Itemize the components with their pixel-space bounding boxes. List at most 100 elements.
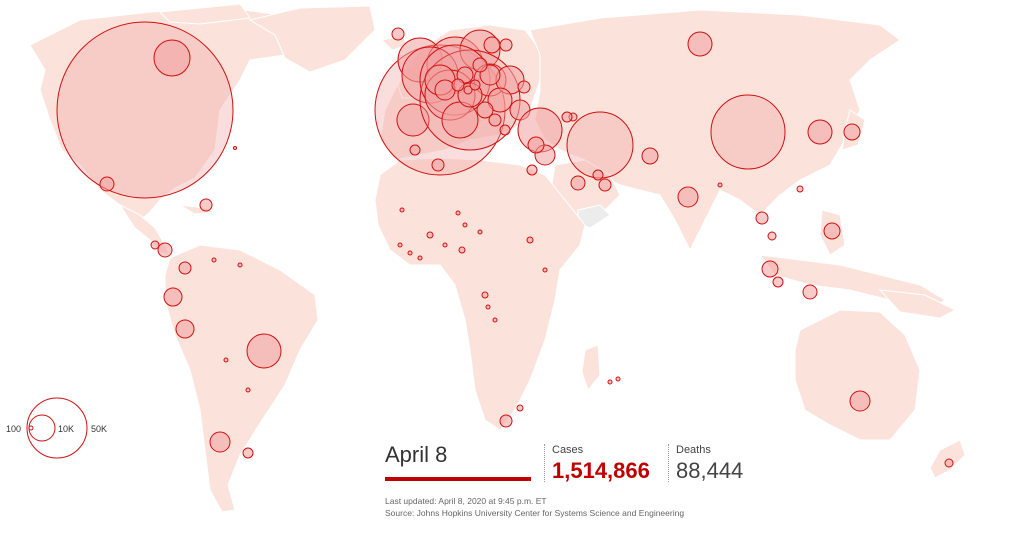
deaths-value: 88,444 — [676, 458, 744, 483]
case-bubble — [175, 319, 195, 339]
case-bubble — [463, 85, 473, 95]
case-bubble — [499, 38, 513, 52]
case-bubble — [526, 236, 534, 244]
stats-divider — [668, 444, 669, 482]
legend-label-10k: 10K — [58, 424, 75, 434]
case-bubble — [407, 250, 413, 256]
case-bubble — [178, 261, 192, 275]
case-bubble — [687, 31, 713, 57]
greenland — [248, 5, 376, 73]
date-underline — [385, 477, 531, 481]
new-guinea — [878, 289, 957, 319]
deaths-label: Deaths — [676, 444, 711, 456]
case-bubbles — [56, 21, 954, 468]
case-bubble — [163, 287, 183, 307]
case-bubble — [391, 27, 405, 41]
source-note: Source: Johns Hopkins University Center … — [385, 508, 685, 518]
case-bubble — [592, 169, 604, 181]
case-bubble — [455, 210, 461, 216]
stats-panel: April 8 Cases 1,514,866 Deaths 88,444 — [385, 440, 785, 490]
case-bubble — [710, 94, 786, 170]
cases-label: Cases — [552, 444, 584, 456]
legend-circle-50k — [26, 397, 88, 459]
case-bubble — [157, 242, 173, 258]
case-bubble — [485, 304, 491, 310]
case-bubble — [499, 124, 511, 136]
case-bubble — [223, 357, 229, 363]
case-bubble — [526, 164, 538, 176]
case-bubble — [426, 231, 434, 239]
case-bubble — [807, 119, 833, 145]
madagascar — [581, 344, 601, 392]
legend-label-100: 100 — [6, 424, 22, 434]
case-bubble — [153, 39, 191, 77]
case-bubble — [458, 246, 466, 254]
case-bubble — [823, 222, 841, 240]
case-bubble — [849, 390, 871, 412]
stats-divider — [544, 444, 545, 482]
case-bubble — [542, 267, 548, 273]
case-bubble — [462, 222, 468, 228]
case-bubble — [99, 176, 115, 192]
case-bubble — [761, 260, 779, 278]
case-bubble — [944, 458, 954, 468]
case-bubble — [150, 240, 160, 250]
case-bubble — [796, 185, 804, 193]
case-bubble — [469, 79, 481, 91]
case-bubble — [397, 242, 403, 248]
last-updated: Last updated: April 8, 2020 at 9:45 p.m.… — [385, 496, 547, 506]
case-bubble — [615, 376, 621, 382]
case-bubble — [441, 101, 479, 139]
asia — [529, 9, 901, 252]
case-bubble — [570, 175, 586, 191]
case-bubble — [499, 414, 513, 428]
case-bubble — [677, 186, 699, 208]
case-bubble — [561, 111, 573, 123]
legend-circles — [26, 397, 88, 459]
case-bubble — [417, 255, 423, 261]
case-bubble — [242, 447, 254, 459]
caribbean — [179, 204, 216, 215]
case-bubble — [476, 101, 494, 119]
cases-value: 1,514,866 — [552, 458, 650, 483]
case-bubble — [717, 182, 723, 188]
case-bubble — [56, 21, 234, 199]
case-bubble — [237, 262, 243, 268]
case-bubble — [209, 431, 231, 453]
case-bubble — [472, 57, 488, 73]
case-bubble — [492, 317, 498, 323]
case-bubble — [527, 136, 545, 154]
case-bubble — [566, 111, 634, 179]
case-bubble — [246, 333, 282, 369]
date-label: April 8 — [385, 442, 448, 467]
legend-label-50k: 50K — [91, 424, 108, 434]
case-bubble — [516, 404, 524, 412]
arctic-islands — [158, 3, 251, 25]
case-bubble — [409, 144, 421, 156]
case-bubble — [598, 178, 612, 192]
case-bubble — [431, 158, 445, 172]
case-bubble — [245, 387, 251, 393]
case-bubble — [451, 78, 465, 92]
case-bubble — [456, 66, 474, 84]
case-bubble — [755, 211, 769, 225]
case-bubble — [772, 276, 784, 288]
africa — [374, 157, 586, 431]
north-america — [29, 7, 301, 221]
case-bubble — [233, 146, 237, 150]
case-bubble — [199, 198, 213, 212]
australia — [794, 309, 921, 441]
case-bubble — [487, 87, 513, 113]
case-bubble — [767, 231, 777, 241]
case-bubble — [399, 207, 405, 213]
case-bubble — [607, 379, 613, 385]
case-bubble — [641, 147, 659, 165]
case-bubble — [488, 113, 502, 127]
case-bubble — [477, 229, 483, 235]
legend-circle-100 — [28, 425, 34, 431]
south-america — [164, 244, 319, 513]
case-bubble — [211, 257, 217, 263]
case-bubble — [843, 123, 861, 141]
case-bubble — [802, 284, 818, 300]
